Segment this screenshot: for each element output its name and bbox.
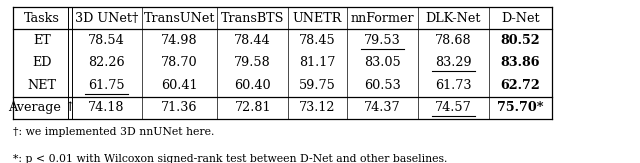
Text: 60.53: 60.53 bbox=[364, 79, 401, 92]
Text: Average ↑: Average ↑ bbox=[8, 101, 76, 114]
Text: ET: ET bbox=[33, 34, 51, 47]
Text: 74.57: 74.57 bbox=[435, 101, 472, 114]
Text: 74.98: 74.98 bbox=[161, 34, 198, 47]
Text: Tasks: Tasks bbox=[24, 12, 60, 24]
Text: 78.70: 78.70 bbox=[161, 56, 198, 69]
Text: nnFormer: nnFormer bbox=[350, 12, 414, 24]
Text: TransUNet: TransUNet bbox=[144, 12, 216, 24]
Text: 78.54: 78.54 bbox=[88, 34, 125, 47]
Text: DLK-Net: DLK-Net bbox=[426, 12, 481, 24]
Text: D-Net: D-Net bbox=[501, 12, 540, 24]
Text: 78.68: 78.68 bbox=[435, 34, 472, 47]
Text: 83.86: 83.86 bbox=[501, 56, 540, 69]
Text: 83.05: 83.05 bbox=[364, 56, 401, 69]
Text: 78.44: 78.44 bbox=[234, 34, 271, 47]
Text: 80.52: 80.52 bbox=[501, 34, 540, 47]
Text: TransBTS: TransBTS bbox=[221, 12, 284, 24]
Text: 81.17: 81.17 bbox=[300, 56, 335, 69]
Text: 73.12: 73.12 bbox=[299, 101, 335, 114]
Text: 79.58: 79.58 bbox=[234, 56, 271, 69]
Text: 75.70*: 75.70* bbox=[497, 101, 544, 114]
Text: 59.75: 59.75 bbox=[299, 79, 336, 92]
Text: 83.29: 83.29 bbox=[435, 56, 472, 69]
Text: 71.36: 71.36 bbox=[161, 101, 198, 114]
Text: 61.75: 61.75 bbox=[88, 79, 125, 92]
Text: 82.26: 82.26 bbox=[88, 56, 125, 69]
Text: 78.45: 78.45 bbox=[299, 34, 336, 47]
Text: UNETR: UNETR bbox=[292, 12, 342, 24]
Text: ED: ED bbox=[32, 56, 52, 69]
Text: 62.72: 62.72 bbox=[500, 79, 541, 92]
Text: 61.73: 61.73 bbox=[435, 79, 472, 92]
Text: †: we implemented 3D nnUNet here.: †: we implemented 3D nnUNet here. bbox=[13, 127, 214, 137]
Text: 74.18: 74.18 bbox=[88, 101, 125, 114]
Text: 72.81: 72.81 bbox=[234, 101, 271, 114]
Text: NET: NET bbox=[28, 79, 56, 92]
Text: 60.40: 60.40 bbox=[234, 79, 271, 92]
Text: 60.41: 60.41 bbox=[161, 79, 198, 92]
Text: 3D UNet†: 3D UNet† bbox=[75, 12, 138, 24]
Text: 79.53: 79.53 bbox=[364, 34, 401, 47]
Text: 74.37: 74.37 bbox=[364, 101, 401, 114]
Text: *: p < 0.01 with Wilcoxon signed-rank test between D-Net and other baselines.: *: p < 0.01 with Wilcoxon signed-rank te… bbox=[13, 154, 447, 163]
